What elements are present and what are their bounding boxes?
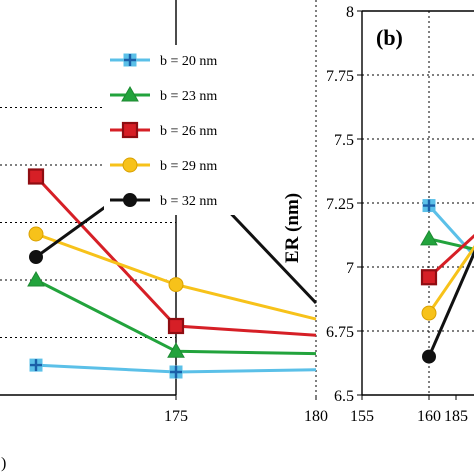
legend-label-2: b = 26 nm xyxy=(160,124,217,139)
legend-marker-3 xyxy=(122,157,138,173)
a-point-2-1-body xyxy=(167,317,185,335)
a-point-0-0-cross xyxy=(30,359,42,372)
b-ytick-label-1: 6.75 xyxy=(326,324,354,341)
a-point-1-1-body xyxy=(167,342,185,358)
a-point-2-1 xyxy=(167,317,185,335)
b-point-0-cross xyxy=(423,199,435,212)
a-point-1-0 xyxy=(27,270,45,287)
a-point-1-0-body xyxy=(27,270,45,287)
b-panel-label: (b) xyxy=(376,25,403,50)
b-point-2-body xyxy=(420,269,438,286)
a-point-3-1-body xyxy=(168,277,184,293)
panel-b: 6.5 6.75 7 7.25 7.5 7.75 8 155 160 ER (nm) (b) xyxy=(282,4,474,425)
b-point-3 xyxy=(421,305,437,321)
a-point-0-0 xyxy=(29,358,43,372)
a-point-0-1 xyxy=(169,365,183,379)
a-point-3-0 xyxy=(28,226,44,242)
b-series-4 xyxy=(422,249,474,364)
b-point-2 xyxy=(420,269,438,286)
b-xtick-label-0: 155 xyxy=(350,408,374,425)
a-xtick-label-2: 185 xyxy=(444,408,468,425)
legend-marker-0 xyxy=(123,53,137,67)
b-point-1 xyxy=(420,229,438,246)
a-point-1-1 xyxy=(167,342,185,358)
legend-marker-4 xyxy=(123,193,137,207)
a-legend: b = 20 nm b = 23 nm b = 26 nm b = 29 nm b = … xyxy=(104,45,254,215)
a-point-2-0-body xyxy=(27,168,45,185)
legend-marker-2-body xyxy=(121,121,139,139)
b-series-line-3 xyxy=(427,245,474,314)
legend-label-3: b = 29 nm xyxy=(160,159,217,174)
b-ytick-label-3: 7.25 xyxy=(326,196,354,213)
a-series-2 xyxy=(27,168,317,337)
b-series-0 xyxy=(422,199,474,258)
b-series-2 xyxy=(420,233,474,286)
b-series-line-0 xyxy=(427,204,474,258)
a-xtick-label-0: 175 xyxy=(164,408,188,425)
legend-marker-2 xyxy=(121,121,139,139)
a-point-3-1 xyxy=(168,277,184,293)
a-point-2-0 xyxy=(27,168,45,185)
b-ytick-label-4: 7.5 xyxy=(334,132,354,149)
a-series-0 xyxy=(29,358,317,379)
b-ytick-label-5: 7.75 xyxy=(326,68,354,85)
a-point-4-0 xyxy=(29,250,43,264)
b-ytick-label-0: 6.5 xyxy=(334,388,354,405)
b-ylabel: ER (nm) xyxy=(282,193,303,263)
a-series-1 xyxy=(27,270,317,358)
a-point-3-0-body xyxy=(28,226,44,242)
legend-marker-3-body xyxy=(122,157,138,173)
legend-marker-0-cross xyxy=(124,54,136,66)
a-point-0-1-cross xyxy=(170,366,182,378)
b-series-3 xyxy=(421,245,474,321)
legend-label-1: b = 23 nm xyxy=(160,89,217,104)
a-xtick-label-1: 180 xyxy=(304,408,328,425)
b-point-0 xyxy=(422,199,436,213)
b-ytick-label-2: 7 xyxy=(346,260,354,277)
b-point-3-body xyxy=(421,305,437,321)
legend-label-4: b = 32 nm xyxy=(160,194,217,209)
a-point-4-0-body xyxy=(29,250,43,264)
legend-marker-4-body xyxy=(123,193,137,207)
b-point-4 xyxy=(422,349,436,364)
b-series-line-4 xyxy=(427,249,474,358)
b-point-1-body xyxy=(420,229,438,246)
legend-marker-1 xyxy=(121,85,139,102)
b-series-line-2 xyxy=(427,233,474,279)
b-ytick-label-6: 8 xyxy=(346,4,354,21)
b-point-4-body xyxy=(422,349,436,364)
legend-marker-1-body xyxy=(121,85,139,102)
legend-label-0: b = 20 nm xyxy=(160,54,217,69)
a-panel-label: ) xyxy=(1,455,6,472)
b-xtick-label-1: 160 xyxy=(417,408,441,425)
a-series-3 xyxy=(28,226,317,321)
